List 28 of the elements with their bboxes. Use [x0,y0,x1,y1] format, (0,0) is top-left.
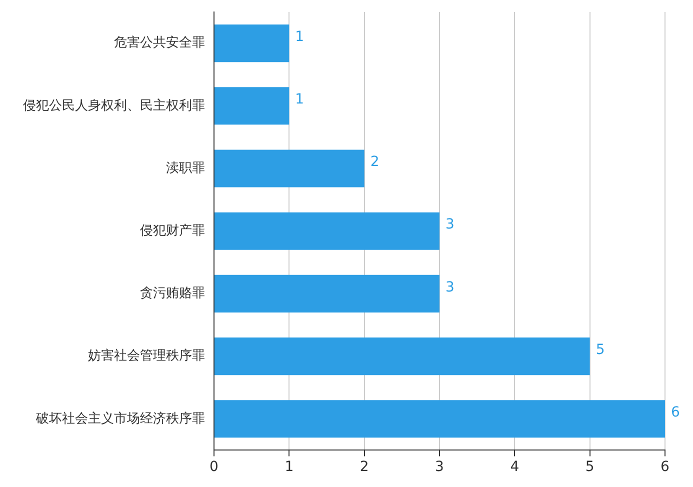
bar [214,150,364,188]
y-tick-label: 侵犯公民人身权利、民主权利罪 [23,97,205,114]
y-tick-label: 贪污贿赂罪 [140,286,205,302]
data-label: 5 [596,342,605,358]
y-tick-label: 妨害社会管理秩序罪 [88,348,205,364]
x-tick-label: 1 [284,459,294,476]
y-tick-label: 危害公共安全罪 [114,34,205,51]
data-label: 6 [671,404,680,421]
y-tick-label: 渎职罪 [166,160,205,176]
data-label: 1 [295,28,304,45]
x-tick-label: 3 [435,459,444,476]
y-tick-label: 侵犯财产罪 [140,223,205,238]
bar [214,400,665,438]
bar [214,274,440,312]
bar [214,338,590,376]
data-label: 2 [370,154,380,170]
x-tick-label: 4 [510,459,520,476]
x-tick-label: 0 [210,459,218,476]
data-label: 1 [295,92,304,108]
y-tick-label: 破坏社会主义市场经济秩序罪 [35,410,205,426]
x-tick-label: 2 [360,459,369,476]
bar [214,212,440,250]
data-label: 3 [446,279,454,296]
x-tick-label: 6 [660,459,670,476]
bar [214,24,290,62]
x-tick-label: 5 [585,459,594,476]
data-label: 3 [446,216,454,233]
bar [214,87,290,125]
